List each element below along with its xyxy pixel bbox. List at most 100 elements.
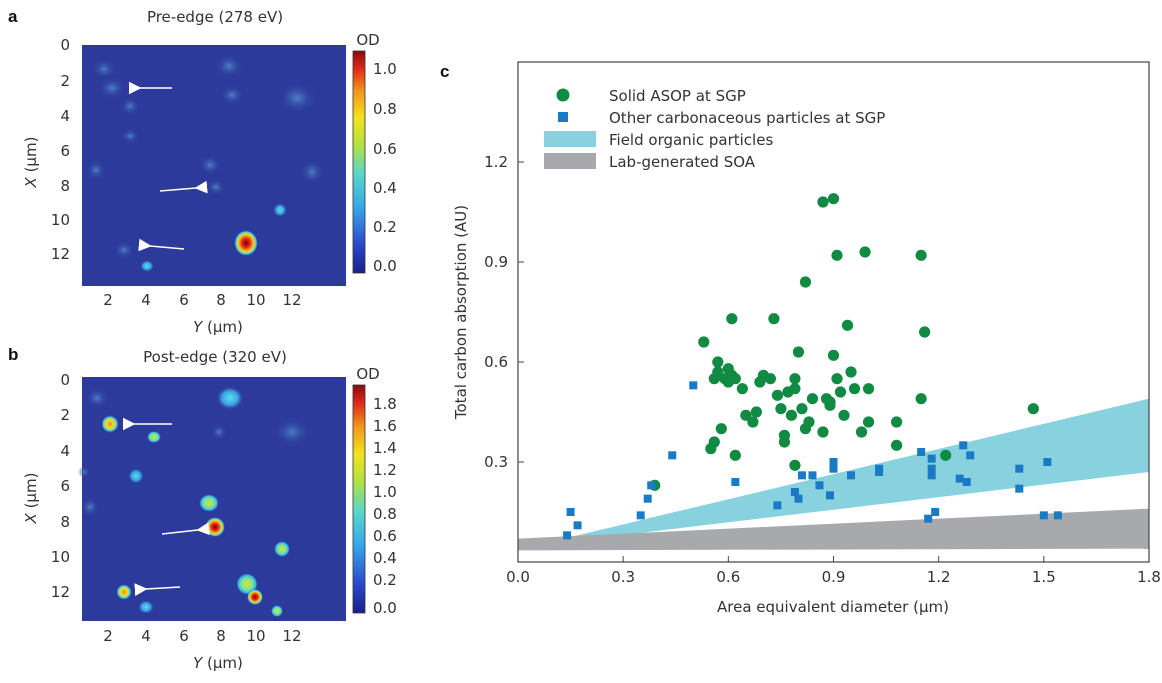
x-tick-label: 12 [282,627,301,645]
data-point-solid_asop [726,313,738,325]
data-point-other_carbonaceous [668,451,677,460]
data-point-solid_asop [827,193,840,205]
panel-b-xlabel: Y (μm) [193,654,243,672]
particle-blob [138,600,154,614]
data-point-other_carbonaceous [689,381,698,390]
band-lab_soa [518,508,1149,551]
panel-a-xlabel: Y (μm) [193,318,243,336]
data-point-solid_asop [747,416,759,428]
data-point-solid_asop [838,409,850,421]
data-point-solid_asop [891,416,903,428]
data-point-solid_asop [708,436,720,448]
data-point-solid_asop [778,436,791,448]
panel-label-c: c [440,62,449,81]
x-tick-label: 0.9 [822,568,846,586]
particle-blob [199,494,219,512]
data-point-solid_asop [789,383,801,395]
data-point-solid_asop [771,389,784,401]
particle-blob [114,241,134,259]
panel-b-title: Post-edge (320 eV) [143,348,287,366]
data-point-solid_asop [792,346,805,358]
y-tick-label: 0.6 [484,353,508,371]
data-point-other_carbonaceous [643,494,652,503]
particle-blob [234,230,258,256]
x-tick-label: 0.0 [506,568,530,586]
panel-c: c 0.0 0.3 0.6 0.9 1.2 1.5 1.8 0.3 0.6 0.9 1.2 Area… [440,61,1161,616]
x-tick-label: 1.8 [1137,568,1161,586]
data-point-solid_asop [729,373,741,385]
data-point-other_carbonaceous [959,441,968,450]
x-tick-label: 6 [179,291,189,309]
particle-blob [121,128,139,144]
particle-blob [277,82,317,114]
data-point-solid_asop [831,373,843,385]
bands-layer [518,398,1149,551]
colorbar-tick: 0.8 [373,100,397,118]
arrow [159,180,208,194]
legend-label: Lab-generated SOA [609,153,756,171]
particle-blob [101,415,119,433]
data-point-other_carbonaceous [815,481,824,490]
colorbar-tick: 1.2 [373,461,397,479]
data-point-other_carbonaceous [573,521,582,530]
particle-blob [274,541,290,557]
particle-blob [78,466,90,478]
data-point-other_carbonaceous [927,464,936,473]
x-tick-label: 12 [282,291,301,309]
x-tick-label: 6 [179,627,189,645]
particle-blob [216,386,244,410]
particle-blob [199,155,221,175]
x-tick-label: 2 [103,627,113,645]
y-tick-label: 1.2 [484,153,508,171]
y-tick-label: 10 [51,211,70,229]
panel-label-a: a [8,7,18,26]
data-point-solid_asop [848,383,861,395]
particle-blob [271,605,283,617]
y-tick-label: 8 [60,513,70,531]
legend-label: Solid ASOP at SGP [609,87,746,105]
x-tick-label: 1.5 [1032,568,1056,586]
data-point-other_carbonaceous [825,491,834,500]
arrow [134,583,181,597]
colorbar-tick: 1.4 [373,439,397,457]
data-point-other_carbonaceous [636,511,645,520]
data-point-solid_asop [834,386,847,398]
x-tick-label: 2 [103,291,113,309]
colorbar-tick: 0.4 [373,549,397,567]
arrow [161,522,210,536]
particle-blob [205,517,225,537]
data-point-other_carbonaceous [927,454,936,463]
colorbar-tick: 0.6 [373,527,397,545]
panel-b: b Post-edge (320 eV) 0 2 [8,345,397,672]
x-tick-label: 4 [141,291,151,309]
data-point-other_carbonaceous [566,508,575,516]
y-tick-label: 4 [60,442,70,460]
data-point-solid_asop [729,449,741,461]
particle-blob [128,468,144,484]
data-point-solid_asop [891,439,903,451]
colorbar-tick: 0.2 [373,571,397,589]
x-tick-label: 10 [246,627,265,645]
data-point-other_carbonaceous [924,514,933,523]
y-tick-label: 0 [60,36,70,54]
y-axis-label: Total carbon absorption (AU) [452,205,470,420]
band-field_organic [535,398,1149,546]
legend-marker-other_carbonaceous [558,112,568,122]
data-point-solid_asop [841,319,854,331]
data-point-other_carbonaceous [917,448,926,456]
x-tick-label: 4 [141,627,151,645]
particle-blob [81,497,99,517]
colorbar-b [352,384,366,614]
particle-blob [211,424,227,440]
particle-blob [120,97,140,115]
data-point-other_carbonaceous [790,488,799,496]
x-tick-label: 10 [246,291,265,309]
data-point-solid_asop [775,403,787,415]
data-point-solid_asop [940,449,952,461]
data-point-solid_asop [915,249,927,261]
panel-b-image [78,377,346,621]
legend: Solid ASOP at SGP Other carbonaceous part… [544,87,885,171]
particle-blob [220,85,244,105]
data-point-solid_asop [764,373,777,385]
data-point-other_carbonaceous [847,471,856,480]
